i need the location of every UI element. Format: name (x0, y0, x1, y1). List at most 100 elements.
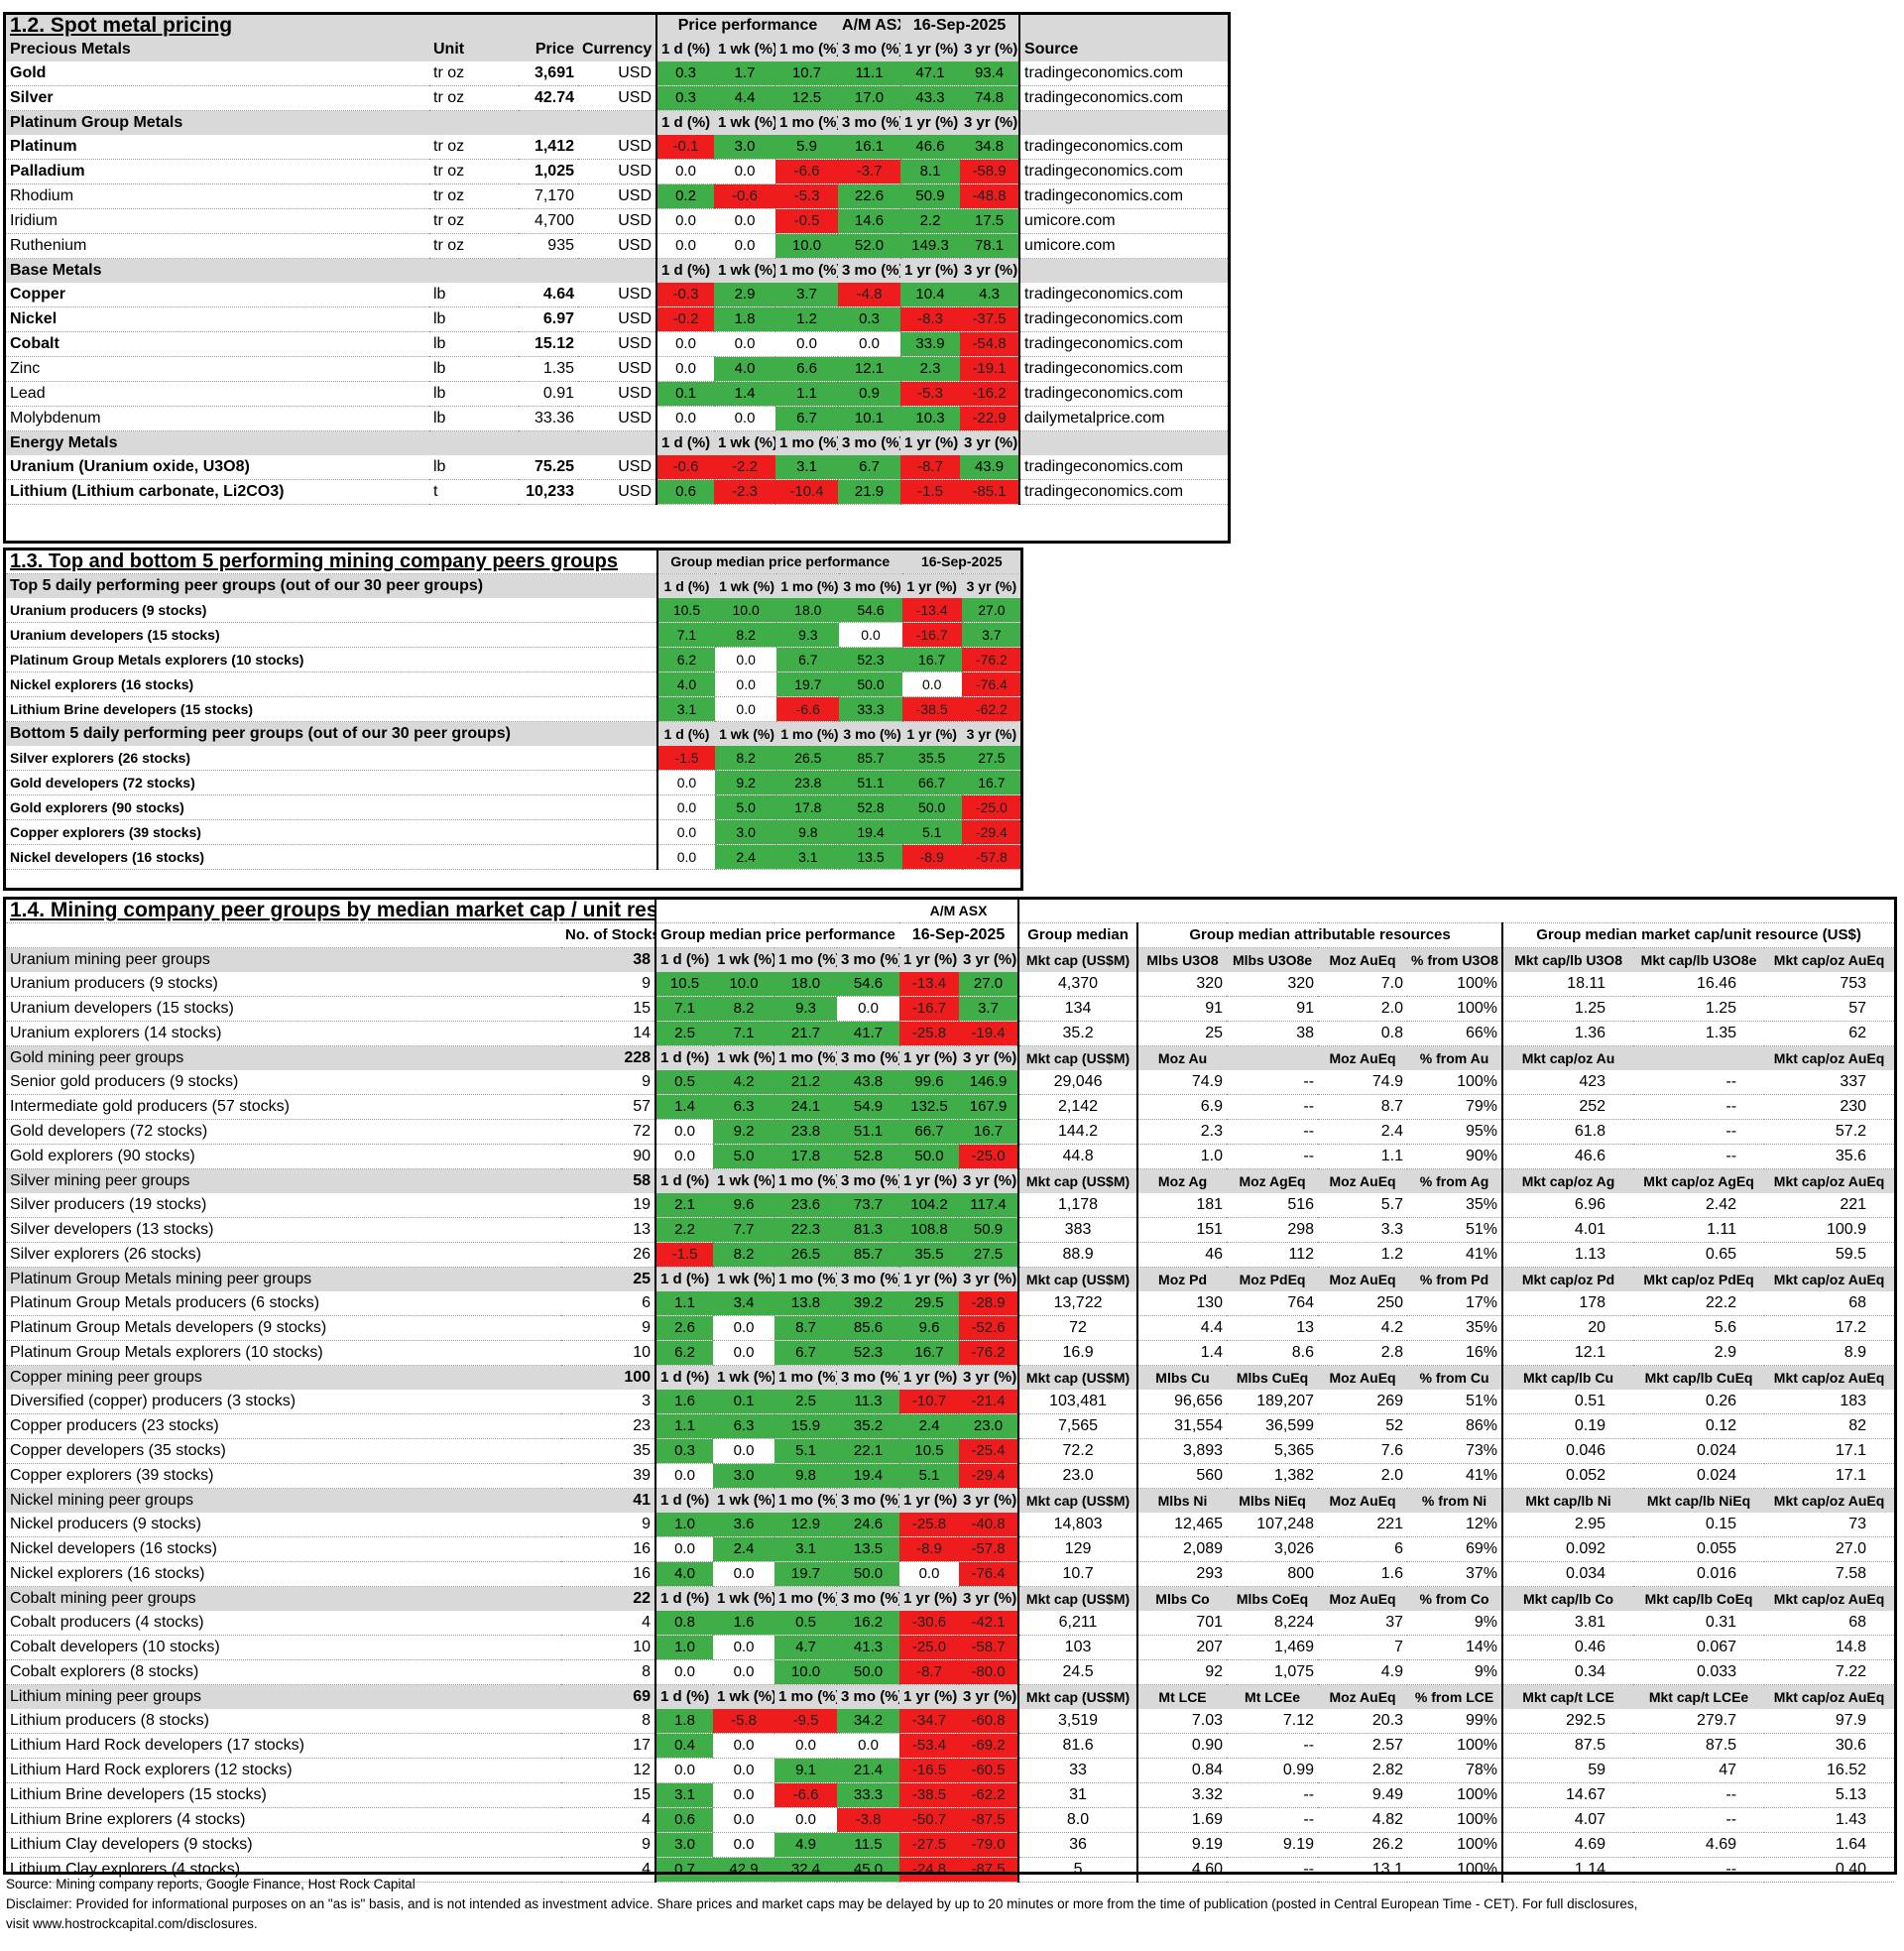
stock-count: 4 (561, 1807, 656, 1833)
metric-cell: 3.32 (1136, 1782, 1228, 1808)
performance-cell: 8.1 (900, 159, 961, 184)
performance-cell: 8.2 (713, 1242, 775, 1268)
metric-cell: 0.052 (1501, 1463, 1634, 1489)
performance-cell: 24.6 (837, 1513, 900, 1537)
performance-cell: 13.8 (774, 1291, 838, 1316)
stock-count: 23 (561, 1413, 656, 1439)
performance-cell: 132.5 (899, 1094, 960, 1120)
performance-cell: -6.6 (775, 159, 839, 184)
performance-cell: 0.4 (654, 1733, 714, 1759)
performance-cell: 10.5 (899, 1438, 960, 1464)
group-header-row: Bottom 5 daily performing peer groups (o… (6, 721, 1021, 746)
metal-row: Molybdenum lb 33.36 USD 0.0 0.0 6.7 10.1 10.3 -22… (6, 406, 1229, 431)
metric-cell: 7,565 (1017, 1413, 1138, 1439)
performance-cell: 1.1 (775, 381, 839, 407)
metric-header: Mt LCEe (1227, 1684, 1319, 1709)
metric-cell: 2.8 (1318, 1340, 1408, 1366)
performance-header: 3 yr (%) (959, 1168, 1019, 1193)
group-name: Uranium mining peer groups (6, 947, 561, 972)
price-cell: 42.74 (519, 85, 578, 111)
peer-group-row: Copper producers (23 stocks) 23 1.1 6.3 15.9… (6, 1413, 1895, 1439)
performance-cell: 1.2 (775, 306, 839, 332)
currency-cell: USD (578, 331, 656, 357)
performance-cell: 0.0 (654, 1758, 714, 1783)
metric-header: Mkt cap/lb CuEq (1633, 1365, 1765, 1390)
metric-cell: 13.1 (1318, 1857, 1408, 1883)
metric-cell: 103 (1017, 1635, 1138, 1660)
metric-header (1633, 1045, 1765, 1070)
performance-cell: 2.5 (654, 1021, 714, 1046)
metric-cell: 9.49 (1318, 1782, 1408, 1808)
blank (1018, 430, 1229, 455)
peer-group-name: Copper developers (35 stocks) (6, 1438, 561, 1464)
group-header-row: Gold mining peer groups 228 1 d (%) 1 wk (%… (6, 1045, 1895, 1070)
performance-cell: 1.6 (654, 1390, 714, 1414)
performance-header: 1 mo (%) (774, 1168, 838, 1193)
metric-cell: 129 (1017, 1536, 1138, 1562)
metal-name: Lead (6, 381, 429, 407)
metric-cell: 35.2 (1017, 1021, 1138, 1046)
price-cell: 10,233 (519, 479, 578, 505)
performance-cell: 14.6 (838, 208, 901, 234)
metric-cell: 12.1 (1501, 1340, 1634, 1366)
performance-cell: -76.4 (959, 1561, 1019, 1587)
performance-cell: 81.3 (837, 1217, 900, 1243)
group-header-row: Top 5 daily performing peer groups (out … (6, 573, 1021, 598)
no-stocks-header: No. of Stocks (561, 922, 656, 948)
metric-cell: 69% (1407, 1536, 1503, 1562)
metric-header: Moz AuEq (1318, 1488, 1408, 1513)
performance-cell: 0.0 (654, 1119, 714, 1145)
metric-cell: 337 (1764, 1070, 1895, 1095)
performance-cell: -25.0 (959, 1144, 1019, 1169)
performance-cell: 0.0 (714, 331, 775, 357)
performance-cell: -2.3 (714, 479, 775, 505)
metal-row: Uranium (Uranium oxide, U3O8) lb 75.25 USD -… (6, 455, 1229, 480)
performance-cell: 0.0 (655, 819, 716, 845)
metric-header: Mkt cap/lb NiEq (1633, 1488, 1765, 1513)
metric-header: % from Ag (1407, 1168, 1503, 1193)
stock-count: 8 (561, 1659, 656, 1685)
performance-cell: 0.3 (655, 85, 714, 111)
metric-cell: 4.01 (1501, 1217, 1634, 1243)
price-cell: 935 (519, 233, 578, 259)
performance-cell: -25.0 (899, 1635, 960, 1660)
performance-cell: 10.0 (775, 233, 839, 259)
metric-cell: 4.69 (1501, 1832, 1634, 1858)
metric-cell: 16.52 (1764, 1758, 1895, 1783)
metric-cell: 6.9 (1136, 1094, 1228, 1120)
metric-cell: -- (1227, 1733, 1319, 1759)
stock-count: 9 (561, 1513, 656, 1537)
spot-metal-pricing-table: 1.2. Spot metal pricing Price performance… (6, 14, 1229, 505)
metric-header: % from Au (1407, 1045, 1503, 1070)
metric-cell: 0.26 (1633, 1390, 1765, 1414)
metric-cell: 59 (1501, 1758, 1634, 1783)
stock-count: 16 (561, 1536, 656, 1562)
stock-count: 13 (561, 1217, 656, 1243)
performance-cell: 26.5 (776, 746, 840, 771)
performance-header: 3 mo (%) (838, 258, 901, 283)
performance-cell: 0.0 (713, 1635, 775, 1660)
performance-header: 1 yr (%) (900, 430, 961, 455)
performance-cell: 10.5 (655, 598, 716, 623)
performance-header: 1 mo (%) (775, 38, 839, 61)
metric-cell: -- (1633, 1094, 1765, 1120)
performance-cell: 0.0 (901, 671, 962, 697)
metric-cell: 31,554 (1136, 1413, 1228, 1439)
performance-cell: 0.0 (837, 996, 900, 1022)
metric-cell: 0.016 (1633, 1561, 1765, 1587)
performance-cell: -6.6 (776, 696, 840, 722)
metric-cell: 20.3 (1318, 1709, 1408, 1734)
source-note: Source: Mining company reports, Google F… (6, 1877, 416, 1891)
performance-cell: 6.3 (713, 1094, 775, 1120)
currency-header: Currency (578, 38, 656, 61)
peer-group-row: Uranium producers (9 stocks) 9 10.5 10.0 18.… (6, 972, 1895, 997)
performance-cell: 4.9 (774, 1832, 838, 1858)
peer-group-row: Lithium Hard Rock developers (17 stocks)… (6, 1733, 1895, 1759)
performance-header: 3 mo (%) (837, 1365, 900, 1390)
section-title-row: 1.3. Top and bottom 5 performing mining … (6, 549, 1021, 574)
metric-cell: 764 (1227, 1291, 1319, 1316)
metal-row: Cobalt lb 15.12 USD 0.0 0.0 0.0 0.0 33.9 -54.8 tra… (6, 331, 1229, 357)
performance-cell: 5.1 (774, 1438, 838, 1464)
performance-cell: 13.5 (837, 1536, 900, 1562)
metric-cell: 0.15 (1633, 1513, 1765, 1537)
